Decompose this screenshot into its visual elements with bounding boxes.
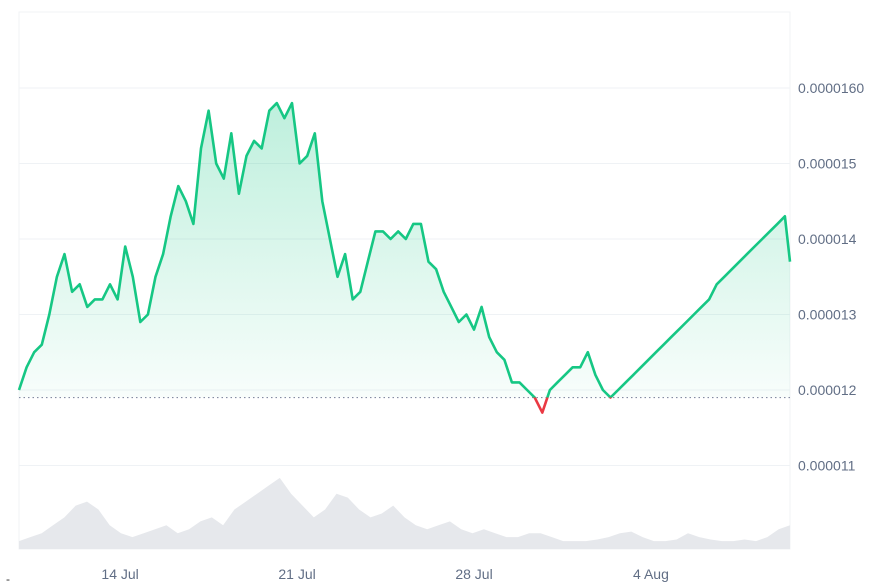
price-area-fill bbox=[19, 103, 790, 398]
y-tick-label: 0.000015 bbox=[798, 156, 857, 172]
y-tick-label: 0.0000160 bbox=[798, 80, 864, 96]
price-line-up bbox=[17, 101, 792, 398]
x-tick-label: 21 Jul bbox=[278, 566, 315, 582]
x-tick-label: 28 Jul bbox=[455, 566, 492, 582]
y-tick-label: 0.000011 bbox=[798, 458, 856, 474]
x-tick-label: 14 Jul bbox=[101, 566, 138, 582]
y-tick-label: 0.000012 bbox=[798, 382, 857, 398]
x-tick-label: 4 Aug bbox=[633, 566, 669, 582]
y-tick-label: 0.000013 bbox=[798, 307, 857, 323]
y-tick-label: 0.000014 bbox=[798, 231, 857, 247]
volume-area bbox=[19, 477, 790, 549]
footnote-mark: - bbox=[6, 572, 10, 586]
